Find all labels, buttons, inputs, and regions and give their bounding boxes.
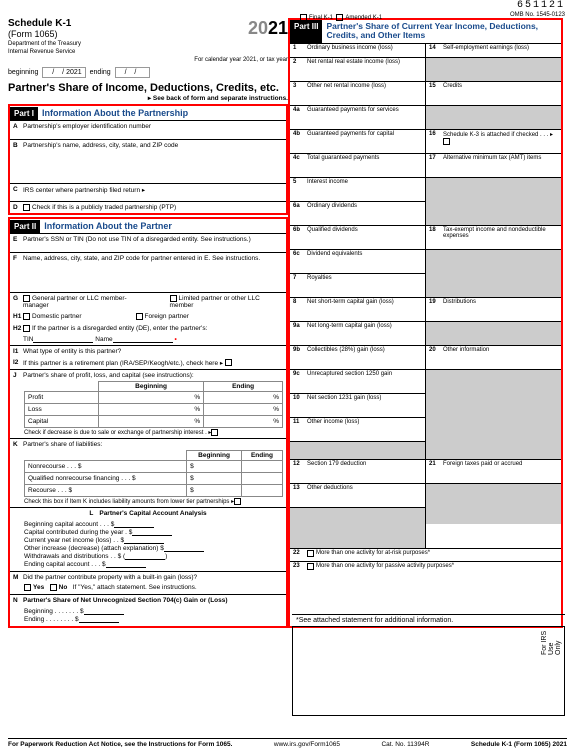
m-no-checkbox[interactable] (50, 584, 57, 591)
l-lines: Beginning capital account . . . $ Capita… (10, 519, 286, 571)
j-table: BeginningEnding Profit%% Loss%% Capital%… (24, 381, 283, 428)
de-checkbox[interactable] (23, 325, 30, 332)
r5: Interest income (307, 179, 348, 200)
r4a: Guaranteed payments for services (307, 107, 399, 128)
dept-line1: Department of the Treasury (8, 41, 81, 47)
domestic-checkbox[interactable] (23, 313, 30, 320)
i1-label: What type of entity is this partner? (23, 348, 121, 355)
r19: Distributions (443, 299, 476, 320)
r9a: Net long-term capital gain (loss) (307, 323, 392, 344)
g2-label: Limited partner or other LLC member (170, 295, 260, 309)
r7: Royalties (307, 275, 332, 296)
r22-checkbox[interactable] (307, 550, 314, 557)
part3-title: Partner's Share of Current Year Income, … (322, 20, 561, 43)
n-title: Partner's Share of Net Unrecognized Sect… (23, 597, 228, 604)
r1: Ordinary business income (loss) (307, 45, 393, 56)
see-back: ▸ See back of form and separate instruct… (8, 94, 288, 102)
r12: Section 179 deduction (307, 461, 366, 482)
n-lines: Beginning . . . . . . . $ Ending . . . .… (10, 606, 286, 626)
date-range: beginning / /2021 ending / / (8, 67, 288, 78)
foreign-checkbox[interactable] (136, 313, 143, 320)
r21: Foreign taxes paid or accrued (443, 461, 522, 482)
m-label: Did the partner contribute property with… (23, 574, 197, 581)
line-c: IRS center where partnership filed retur… (23, 186, 145, 199)
m-attach: If "Yes," attach statement. See instruct… (73, 585, 197, 592)
h1a-label: Domestic partner (32, 313, 82, 320)
g1-label: General partner or LLC member-manager (23, 295, 127, 309)
r23: More than one activity for passive activ… (316, 563, 454, 575)
doc-number: 651121 (517, 0, 565, 11)
line-e: Partner's SSN or TIN (Do not use TIN of … (23, 236, 251, 250)
part2-label: Part II (10, 220, 40, 233)
r11: Other income (loss) (307, 419, 359, 440)
name-label: Name (95, 336, 112, 343)
r10: Net section 1231 gain (loss) (307, 395, 381, 416)
part1-label: Part I (10, 107, 38, 120)
gen-partner-checkbox[interactable] (23, 295, 30, 302)
main-title: Partner's Share of Income, Deductions, C… (8, 82, 288, 94)
footer: For Paperwork Reduction Act Notice, see … (8, 738, 567, 748)
part2-title: Information About the Partner (40, 219, 176, 233)
top-checkboxes: Final K-1 Amended K-1 (300, 14, 382, 21)
red-marker: • (174, 336, 176, 343)
part1-box: Part I Information About the Partnership… (8, 104, 288, 215)
form-subtitle: (Form 1065) (8, 29, 81, 39)
r14: Self-employment earnings (loss) (443, 45, 529, 56)
line-b: Partnership's name, address, city, state… (23, 142, 178, 181)
r9c: Unrecaptured section 1250 gain (307, 371, 392, 392)
part3-label: Part III (290, 20, 322, 43)
tin-label: TIN (23, 336, 33, 343)
r6c: Dividend equivalents (307, 251, 362, 272)
dept-line2: Internal Revenue Service (8, 49, 81, 55)
r18: Tax-exempt income and nondeductible expe… (443, 227, 558, 248)
line-a: Partnership's employer identification nu… (23, 123, 151, 137)
r6b: Qualified dividends (307, 227, 358, 248)
part2-box: Part II Information About the Partner EP… (8, 217, 288, 628)
j-check-label: Check if decrease is due to sale or exch… (24, 430, 211, 436)
r15: Credits (443, 83, 462, 104)
h1b-label: Foreign partner (145, 313, 189, 320)
calendar-year-text: For calendar year 2021, or tax year (8, 57, 288, 63)
tax-year: 2021 (248, 18, 288, 39)
r4b: Guaranteed payments for capital (307, 131, 394, 152)
j-label: Partner's share of profit, loss, and cap… (23, 372, 194, 379)
retirement-checkbox[interactable] (225, 359, 232, 366)
r16: Schedule K-3 is attached if checked . . … (443, 131, 558, 152)
part1-title: Information About the Partnership (38, 106, 192, 120)
r9b: Collectibles (28%) gain (loss) (307, 347, 385, 368)
h2-label: If the partner is a disregarded entity (… (32, 325, 207, 332)
ptp-checkbox[interactable] (23, 204, 30, 211)
line-f: Name, address, city, state, and ZIP code… (23, 255, 260, 290)
r13: Other deductions (307, 485, 353, 506)
r17: Alternative minimum tax (AMT) items (443, 155, 541, 176)
see-attached: *See attached statement for additional i… (292, 614, 565, 626)
omb-number: OMB No. 1545-0123 (510, 12, 565, 18)
ltd-partner-checkbox[interactable] (170, 295, 177, 302)
form-title: Schedule K-1 (8, 18, 81, 29)
r2: Net rental real estate income (loss) (307, 59, 400, 80)
k-table: BeginningEnding Nonrecourse . . . $$ Qua… (24, 450, 283, 497)
m-yes-checkbox[interactable] (24, 584, 31, 591)
irs-use-only: For IRS Use Only (541, 627, 562, 655)
r8: Net short-term capital gain (loss) (307, 299, 394, 320)
r3: Other net rental income (loss) (307, 83, 386, 104)
no-label: No (59, 585, 68, 592)
r22: More than one activity for at-risk purpo… (316, 550, 430, 560)
k-lowertier-checkbox[interactable] (234, 498, 241, 505)
part3-box: Part III Partner's Share of Current Year… (288, 18, 563, 628)
k3-checkbox[interactable] (443, 138, 450, 145)
i2-label: If this partner is a retirement plan (IR… (23, 359, 223, 367)
r20: Other information (443, 347, 489, 368)
yes-label: Yes (33, 585, 44, 592)
r23-checkbox[interactable] (307, 563, 314, 570)
k-check-label: Check this box if Item K includes liabil… (24, 499, 234, 505)
r6a: Ordinary dividends (307, 203, 357, 224)
l-title: Partner's Capital Account Analysis (99, 510, 206, 517)
k-label: Partner's share of liabilities: (23, 441, 102, 448)
line-d: Check if this is a publicly traded partn… (32, 204, 176, 211)
r4c: Total guaranteed payments (307, 155, 379, 176)
j-decrease-checkbox[interactable] (211, 429, 218, 436)
